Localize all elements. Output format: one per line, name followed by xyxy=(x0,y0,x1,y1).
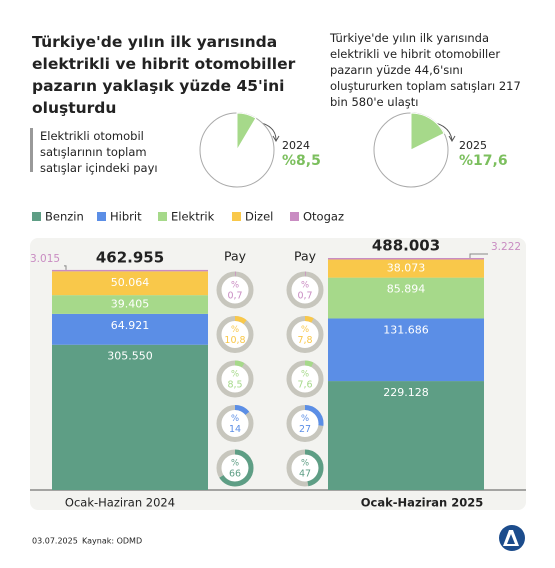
pie-year: 2024 xyxy=(282,139,310,152)
pie-value-label: %17,6 xyxy=(459,153,508,169)
donut-unit: % xyxy=(231,281,239,291)
label-pointer xyxy=(64,265,67,270)
legend-label: Dizel xyxy=(245,210,273,224)
legend-swatch xyxy=(158,212,167,221)
legend-swatch xyxy=(232,212,241,221)
bar-segment xyxy=(328,259,484,278)
legend-swatch xyxy=(32,212,41,221)
donut-unit: % xyxy=(231,370,239,380)
donut-value-label: 0,7 xyxy=(297,291,312,302)
pie-value-label: %8,5 xyxy=(282,153,321,169)
chart-title: Türkiye'de yılın ilk yarısında elektrikli… xyxy=(32,33,296,117)
x-tick-label: Ocak-Haziran 2025 xyxy=(361,496,483,510)
bar-value-label: 3.222 xyxy=(491,241,521,253)
bar-segment xyxy=(328,381,484,490)
x-tick-label: Ocak-Haziran 2024 xyxy=(65,496,175,510)
pie-slice xyxy=(410,112,445,151)
chart-subtitle: Türkiye'de yılın ilk yarısında elektrikli… xyxy=(329,31,521,109)
bar-value-label: 131.686 xyxy=(383,323,429,336)
donut-unit: % xyxy=(301,414,309,424)
bar-value-label: 64.921 xyxy=(111,319,150,332)
footer-date: 03.07.2025 xyxy=(32,537,78,546)
donut-value-label: 27 xyxy=(299,424,311,435)
pie-caption: Elektrikli otomobil satışlarının toplam sa… xyxy=(40,129,158,175)
bar-segment xyxy=(328,277,484,319)
donut-header: Pay xyxy=(294,249,317,264)
legend-label: Otogaz xyxy=(303,210,344,224)
logo-glyph xyxy=(503,530,519,546)
logo xyxy=(499,525,525,551)
donut-value-label: 8,5 xyxy=(227,380,242,391)
donut-unit: % xyxy=(231,414,239,424)
pie-slice xyxy=(236,112,257,152)
donut-arc xyxy=(216,271,254,309)
legend-label: Benzin xyxy=(45,210,84,224)
legend-label: Hibrit xyxy=(110,210,142,224)
legend-label: Elektrik xyxy=(171,210,215,224)
legend-swatch xyxy=(97,212,106,221)
donut-arc xyxy=(286,316,324,353)
arrow-head xyxy=(272,135,280,142)
bar-value-label: 50.064 xyxy=(111,276,150,289)
donut-arc xyxy=(286,449,324,487)
donut-value-label: 14 xyxy=(229,424,241,435)
bar-segment xyxy=(52,271,208,296)
donut-unit: % xyxy=(231,325,239,335)
donut-arc xyxy=(286,405,324,442)
arrow-head xyxy=(448,135,456,142)
legend-swatch xyxy=(290,212,299,221)
label-bar xyxy=(30,128,33,172)
bar-total-label: 488.003 xyxy=(372,237,440,255)
bar-value-label: 39.405 xyxy=(111,298,150,311)
donut-value-label: 0,7 xyxy=(227,291,242,302)
footer-source: Kaynak: ODMD xyxy=(82,537,142,546)
label-pointer xyxy=(469,253,488,258)
donut-value-label: 66 xyxy=(229,469,241,480)
donut-value-label: 7,8 xyxy=(297,335,312,346)
donut-arc xyxy=(216,360,254,398)
donut-unit: % xyxy=(231,459,239,469)
donut-unit: % xyxy=(301,459,309,469)
bar-value-label: 305.550 xyxy=(107,350,153,363)
donut-arc xyxy=(216,449,254,487)
bar-segment xyxy=(328,258,484,260)
bar-total-label: 462.955 xyxy=(96,248,164,266)
bar-segment xyxy=(52,269,208,272)
donut-unit: % xyxy=(301,370,309,380)
bar-value-label: 229.128 xyxy=(383,386,429,399)
donut-value-label: 47 xyxy=(299,469,311,480)
donut-value-label: 10,8 xyxy=(224,335,245,346)
donut-unit: % xyxy=(301,281,309,291)
bar-value-label: 85.894 xyxy=(387,283,426,296)
bar-value-label: 38.073 xyxy=(387,262,426,275)
bar-segment xyxy=(328,318,484,382)
bar-value-label: 3.015 xyxy=(30,253,60,265)
donut-arc xyxy=(216,405,254,442)
pie-year: 2025 xyxy=(459,139,487,152)
donut-value-label: 7,6 xyxy=(297,380,312,391)
bar-segment xyxy=(52,295,208,314)
logo-mark xyxy=(499,525,525,551)
donut-arc xyxy=(216,316,254,353)
bar-segment xyxy=(52,313,208,345)
donut-header: Pay xyxy=(224,249,247,264)
donut-arc xyxy=(286,271,324,309)
donut-unit: % xyxy=(301,325,309,335)
donut-arc xyxy=(286,360,324,398)
bar-segment xyxy=(52,344,208,490)
